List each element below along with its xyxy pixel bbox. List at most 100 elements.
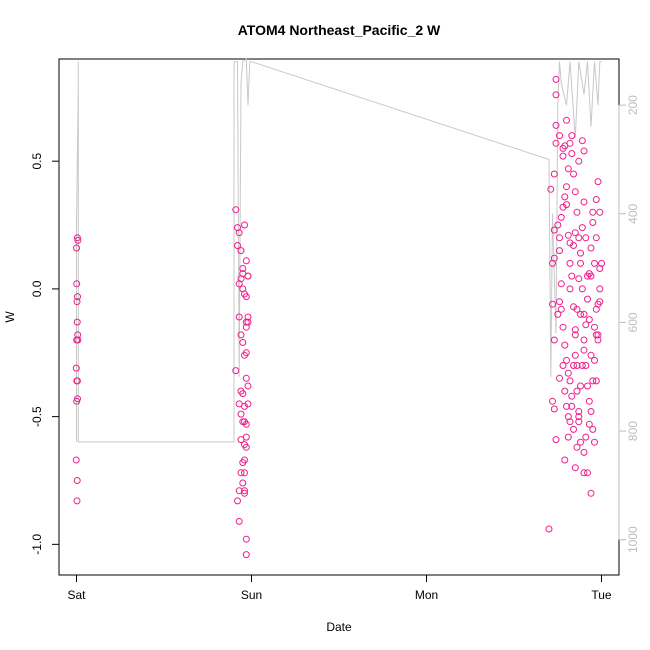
data-point xyxy=(587,489,595,497)
data-point xyxy=(244,400,252,408)
data-point xyxy=(239,265,247,272)
data-point xyxy=(552,75,560,83)
data-point xyxy=(582,234,590,242)
data-point xyxy=(550,170,558,178)
data-point xyxy=(235,313,243,321)
data-point xyxy=(237,247,245,255)
data-point xyxy=(575,418,583,426)
data-point xyxy=(564,369,572,377)
data-point xyxy=(589,377,597,385)
x-tick-label: Sat xyxy=(67,588,86,602)
data-point xyxy=(550,336,558,344)
x-axis: Sat Sun Mon Tue xyxy=(67,574,612,602)
data-point xyxy=(73,318,81,326)
data-point xyxy=(577,382,584,390)
data-point xyxy=(573,305,581,313)
data-point xyxy=(596,208,604,216)
data-point xyxy=(591,259,598,267)
x-tick-label: Sun xyxy=(241,588,262,602)
data-point xyxy=(73,234,81,242)
data-point xyxy=(582,433,590,441)
data-point xyxy=(582,362,590,369)
x-tick-label: Tue xyxy=(591,588,612,602)
data-point xyxy=(578,224,586,232)
data-point xyxy=(73,244,80,252)
data-point xyxy=(242,535,250,543)
data-point xyxy=(241,489,248,497)
data-point xyxy=(570,425,577,433)
right-tick-label: 200 xyxy=(626,95,640,115)
data-point xyxy=(577,259,584,267)
data-point xyxy=(584,295,591,303)
y-tick-label: -0.5 xyxy=(30,406,44,427)
y-tick-label: 0.5 xyxy=(30,153,44,170)
data-point xyxy=(592,196,600,203)
data-point xyxy=(589,425,597,433)
data-point xyxy=(573,362,581,369)
data-point xyxy=(582,321,590,329)
data-point xyxy=(74,331,82,339)
data-point xyxy=(242,420,250,428)
data-point xyxy=(575,234,583,242)
data-point xyxy=(549,300,556,308)
data-point xyxy=(557,280,565,288)
data-point xyxy=(571,464,579,472)
data-point xyxy=(591,323,598,331)
x-tick-label: Mon xyxy=(415,588,438,602)
data-point xyxy=(561,456,569,464)
data-point xyxy=(566,377,574,385)
data-point xyxy=(232,367,240,375)
data-point xyxy=(550,405,558,413)
data-point xyxy=(244,382,252,390)
data-point xyxy=(235,517,243,525)
data-point xyxy=(584,469,591,477)
data-point xyxy=(594,178,602,186)
y-axis: 0.5 0.0 -0.5 -1.0 xyxy=(30,153,60,555)
y-tick-label: -1.0 xyxy=(30,534,44,555)
data-point xyxy=(587,272,595,280)
data-point xyxy=(596,265,604,272)
data-point xyxy=(242,551,250,559)
data-point xyxy=(566,139,574,147)
x-axis-label: Date xyxy=(326,620,352,634)
data-point xyxy=(592,234,600,242)
right-axis: 200 400 600 800 1000 xyxy=(618,95,640,553)
data-point xyxy=(237,331,245,339)
data-point xyxy=(556,234,563,242)
y-axis-label: W xyxy=(3,311,17,323)
data-point xyxy=(564,165,572,173)
data-point xyxy=(552,139,560,147)
depth-line-0 xyxy=(76,58,602,443)
data-point xyxy=(241,469,248,477)
data-point xyxy=(568,132,576,140)
data-point xyxy=(566,285,574,293)
data-point xyxy=(571,188,579,196)
data-point xyxy=(571,351,579,359)
data-point xyxy=(242,257,250,265)
data-point xyxy=(589,208,597,216)
data-point xyxy=(552,91,560,99)
data-point xyxy=(570,362,577,369)
data-point xyxy=(545,525,553,533)
data-point xyxy=(556,247,563,255)
data-point xyxy=(239,390,247,398)
data-point xyxy=(566,418,574,426)
data-point xyxy=(241,351,248,359)
data-point xyxy=(568,392,576,400)
data-point xyxy=(580,310,588,318)
data-point xyxy=(589,219,597,226)
data-point xyxy=(568,402,576,410)
data-point xyxy=(242,374,250,382)
data-point xyxy=(591,356,598,364)
data-point xyxy=(73,477,81,484)
data-point xyxy=(552,436,560,444)
data-point xyxy=(580,346,588,354)
data-point xyxy=(559,203,567,211)
data-point xyxy=(571,326,579,334)
data-point xyxy=(550,254,558,262)
data-point xyxy=(592,377,600,385)
data-point xyxy=(73,497,81,505)
data-point xyxy=(239,339,247,346)
data-point xyxy=(580,336,588,344)
